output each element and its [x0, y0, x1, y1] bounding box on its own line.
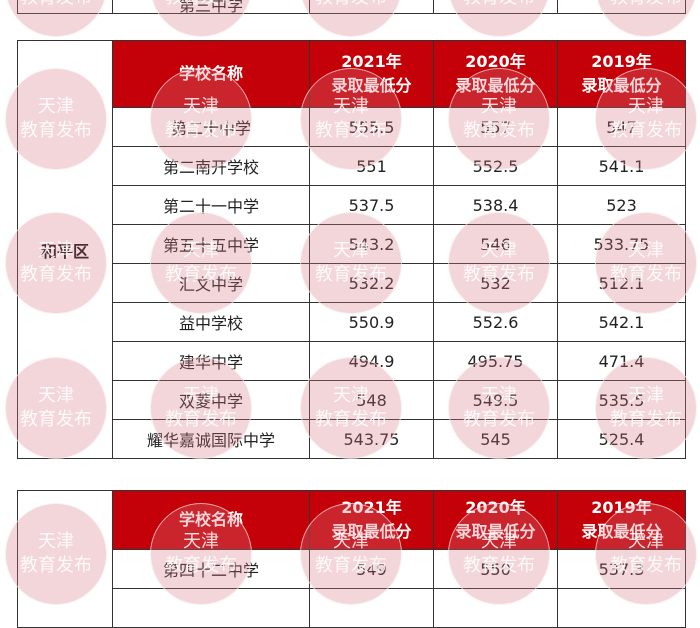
district-cell: 和平区 [17, 40, 113, 459]
table-row: 汇文中学 532.2 532 512.1 [18, 263, 686, 303]
column-header-school-name: 学校名称 [112, 490, 310, 550]
header-year: 2019年 [591, 498, 652, 517]
score-2020-cell [433, 588, 558, 628]
table-header-row: 学校名称 2021年录取最低分 2020年录取最低分 2019年录取最低分 [17, 490, 686, 628]
score-2020-cell: 550 [433, 549, 558, 589]
score-2020-cell: 538.4 [433, 185, 558, 225]
score-2021-cell [309, 0, 434, 14]
score-2020-cell: 549.5 [433, 380, 558, 420]
header-label: 录取最低分 [331, 522, 412, 541]
table-row: 第二十中学 555.5 557 547 [18, 107, 686, 147]
table-row: 第五十五中学 543.2 546 533.75 [18, 224, 686, 264]
score-2019-cell: 542.1 [557, 302, 686, 342]
column-header-2020: 2020年录取最低分 [433, 490, 558, 550]
score-2020-cell: 557 [433, 107, 558, 147]
table-row: 第二南开学校 551 552.5 541.1 [18, 146, 686, 186]
school-name-cell [112, 588, 310, 628]
header-year: 2019年 [591, 52, 652, 71]
table-row: 第三中学 [17, 0, 686, 14]
score-2021-cell: 548 [309, 380, 434, 420]
table-row: 第四十二中学 549 550 537.3 [18, 549, 686, 589]
score-2021-cell: 551 [309, 146, 434, 186]
header-label: 录取最低分 [331, 76, 412, 95]
table-row [18, 588, 686, 628]
column-header-2019: 2019年录取最低分 [557, 40, 686, 108]
school-name-cell: 双菱中学 [112, 380, 310, 420]
score-2019-cell: 512.1 [557, 263, 686, 303]
table-row: 建华中学 494.9 495.75 471.4 [18, 341, 686, 381]
score-2021-cell: 494.9 [309, 341, 434, 381]
score-2021-cell: 537.5 [309, 185, 434, 225]
score-2020-cell [433, 0, 558, 14]
score-2020-cell: 532 [433, 263, 558, 303]
header-year: 2020年 [465, 52, 526, 71]
score-2020-cell: 495.75 [433, 341, 558, 381]
score-2019-cell: 525.4 [557, 419, 686, 459]
school-name-cell: 第二十中学 [112, 107, 310, 147]
score-2020-cell: 545 [433, 419, 558, 459]
school-name-cell: 耀华嘉诚国际中学 [112, 419, 310, 459]
score-2021-cell: 543.2 [309, 224, 434, 264]
score-2020-cell: 552.6 [433, 302, 558, 342]
score-2020-cell: 552.5 [433, 146, 558, 186]
score-2019-cell [557, 0, 686, 14]
header-year: 2021年 [341, 52, 402, 71]
score-2021-cell: 549 [309, 549, 434, 589]
column-header-2021: 2021年录取最低分 [309, 40, 434, 108]
table-row: 益中学校 550.9 552.6 542.1 [18, 302, 686, 342]
header-label: 录取最低分 [581, 522, 662, 541]
school-name-cell: 第二南开学校 [112, 146, 310, 186]
header-label: 录取最低分 [455, 76, 536, 95]
school-name-cell: 第三中学 [112, 0, 310, 14]
table-header-row: 和平区 学校名称 2021年录取最低分 2020年录取最低分 2019年录取最低… [17, 40, 686, 459]
score-2019-cell: 523 [557, 185, 686, 225]
score-table-next-district: 学校名称 2021年录取最低分 2020年录取最低分 2019年录取最低分 第四… [17, 490, 686, 628]
score-2020-cell: 546 [433, 224, 558, 264]
score-2019-cell: 537.3 [557, 549, 686, 589]
column-header-2020: 2020年录取最低分 [433, 40, 558, 108]
school-name-cell: 汇文中学 [112, 263, 310, 303]
table-row: 第二十一中学 537.5 538.4 523 [18, 185, 686, 225]
partial-score-table-top: 第三中学 [17, 0, 686, 14]
table-row: 双菱中学 548 549.5 535.5 [18, 380, 686, 420]
column-header-2021: 2021年录取最低分 [309, 490, 434, 550]
header-year: 2020年 [465, 498, 526, 517]
score-2021-cell: 555.5 [309, 107, 434, 147]
school-name-cell: 益中学校 [112, 302, 310, 342]
score-2019-cell: 471.4 [557, 341, 686, 381]
table-row: 耀华嘉诚国际中学 543.75 545 525.4 [18, 419, 686, 459]
district-cell [17, 0, 113, 14]
score-2021-cell: 543.75 [309, 419, 434, 459]
score-2019-cell [557, 588, 686, 628]
score-2019-cell: 533.75 [557, 224, 686, 264]
score-2021-cell [309, 588, 434, 628]
score-2019-cell: 547 [557, 107, 686, 147]
score-table-heping: 和平区 学校名称 2021年录取最低分 2020年录取最低分 2019年录取最低… [17, 40, 686, 459]
score-2019-cell: 541.1 [557, 146, 686, 186]
score-2019-cell: 535.5 [557, 380, 686, 420]
school-name-cell: 第四十二中学 [112, 549, 310, 589]
school-name-cell: 第五十五中学 [112, 224, 310, 264]
header-label: 录取最低分 [455, 522, 536, 541]
score-2021-cell: 550.9 [309, 302, 434, 342]
district-cell [17, 490, 113, 628]
score-2021-cell: 532.2 [309, 263, 434, 303]
school-name-cell: 建华中学 [112, 341, 310, 381]
header-year: 2021年 [341, 498, 402, 517]
header-label: 录取最低分 [581, 76, 662, 95]
column-header-2019: 2019年录取最低分 [557, 490, 686, 550]
school-name-cell: 第二十一中学 [112, 185, 310, 225]
column-header-school-name: 学校名称 [112, 40, 310, 108]
